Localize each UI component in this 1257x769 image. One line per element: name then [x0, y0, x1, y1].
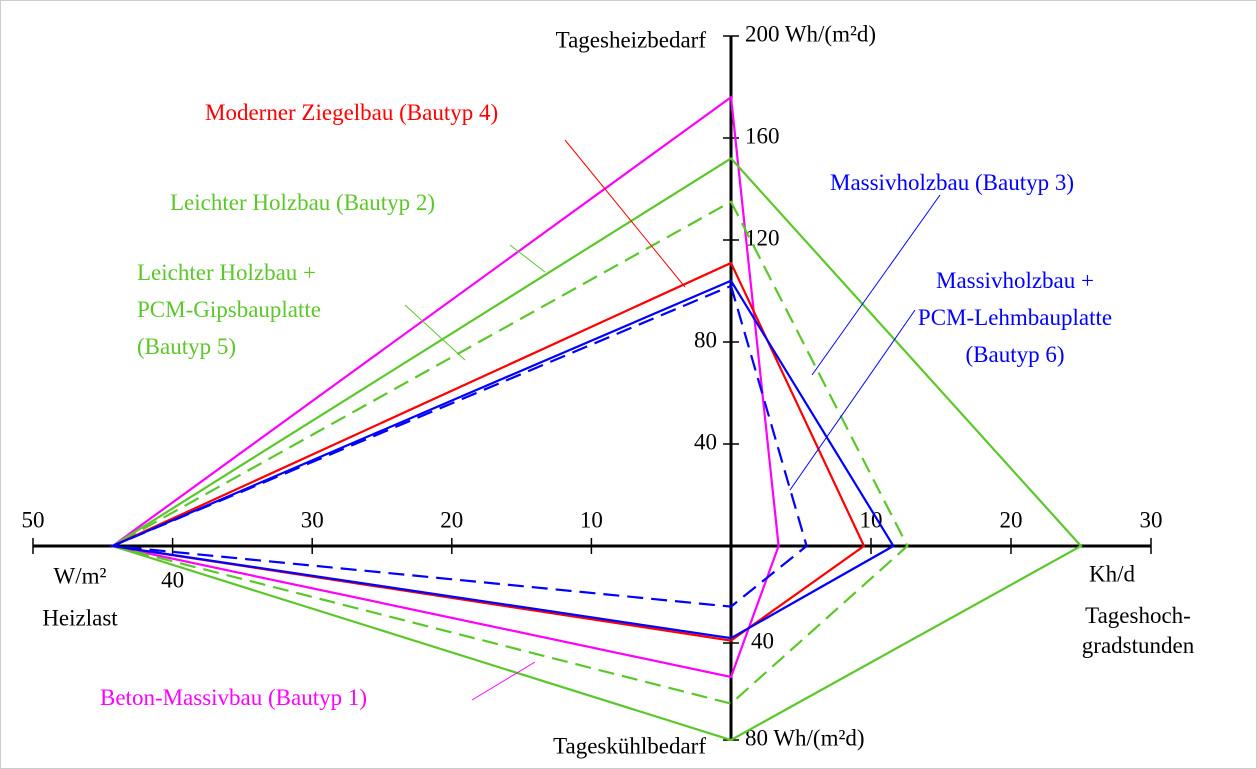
tick-label: 10 [580, 507, 603, 532]
tick-label: 20 [440, 507, 463, 532]
tick-label: 40 [751, 628, 774, 653]
tick-label: 120 [745, 225, 780, 250]
series-label: Moderner Ziegelbau (Bautyp 4) [205, 100, 498, 125]
tick-label: 160 [745, 123, 780, 148]
series-line [108, 261, 866, 642]
axis-unit: W/m² [54, 563, 107, 588]
series-label: Leichter Holzbau (Bautyp 2) [170, 190, 435, 215]
series-line [109, 156, 1083, 742]
leader-line [404, 304, 466, 361]
series-label: Beton-Massivbau (Bautyp 1) [100, 685, 367, 710]
tick-label: 200 Wh/(m²d) [745, 21, 876, 46]
series-line [109, 95, 780, 679]
axis-unit: Kh/d [1089, 561, 1136, 586]
axis-title: Tageshoch-gradstunden [1082, 603, 1195, 658]
leader-line [564, 139, 686, 288]
tick-label: 30 [1140, 507, 1163, 532]
tick-label: 50 [22, 507, 45, 532]
series-label: Leichter Holzbau + PCM-Gipsbauplatte (Baut… [137, 260, 321, 359]
leader-line [789, 309, 916, 491]
series-label: Massivholzbau (Bautyp 3) [830, 170, 1074, 195]
axis-title: Heizlast [42, 605, 118, 630]
leader-line [811, 194, 941, 376]
leader-line [509, 244, 546, 273]
tick-label: 40 [694, 429, 717, 454]
tick-label: 30 [301, 507, 324, 532]
series-line [108, 279, 895, 640]
tick-label: 20 [1000, 507, 1023, 532]
series-label: Massivholzbau + PCM-Lehmbauplatte (Bautyp … [918, 268, 1112, 367]
tick-label: 10 [860, 507, 883, 532]
axis-title: Tageskühlbedarf [553, 733, 706, 758]
tick-label: 80 [694, 327, 717, 352]
tick-label: 80 Wh/(m²d) [745, 725, 865, 750]
tick-label: 40 [161, 567, 184, 592]
leader-line [471, 661, 536, 701]
series-line [109, 200, 909, 705]
axis-title: Tagesheizbedarf [556, 27, 707, 52]
series-line [112, 284, 808, 608]
